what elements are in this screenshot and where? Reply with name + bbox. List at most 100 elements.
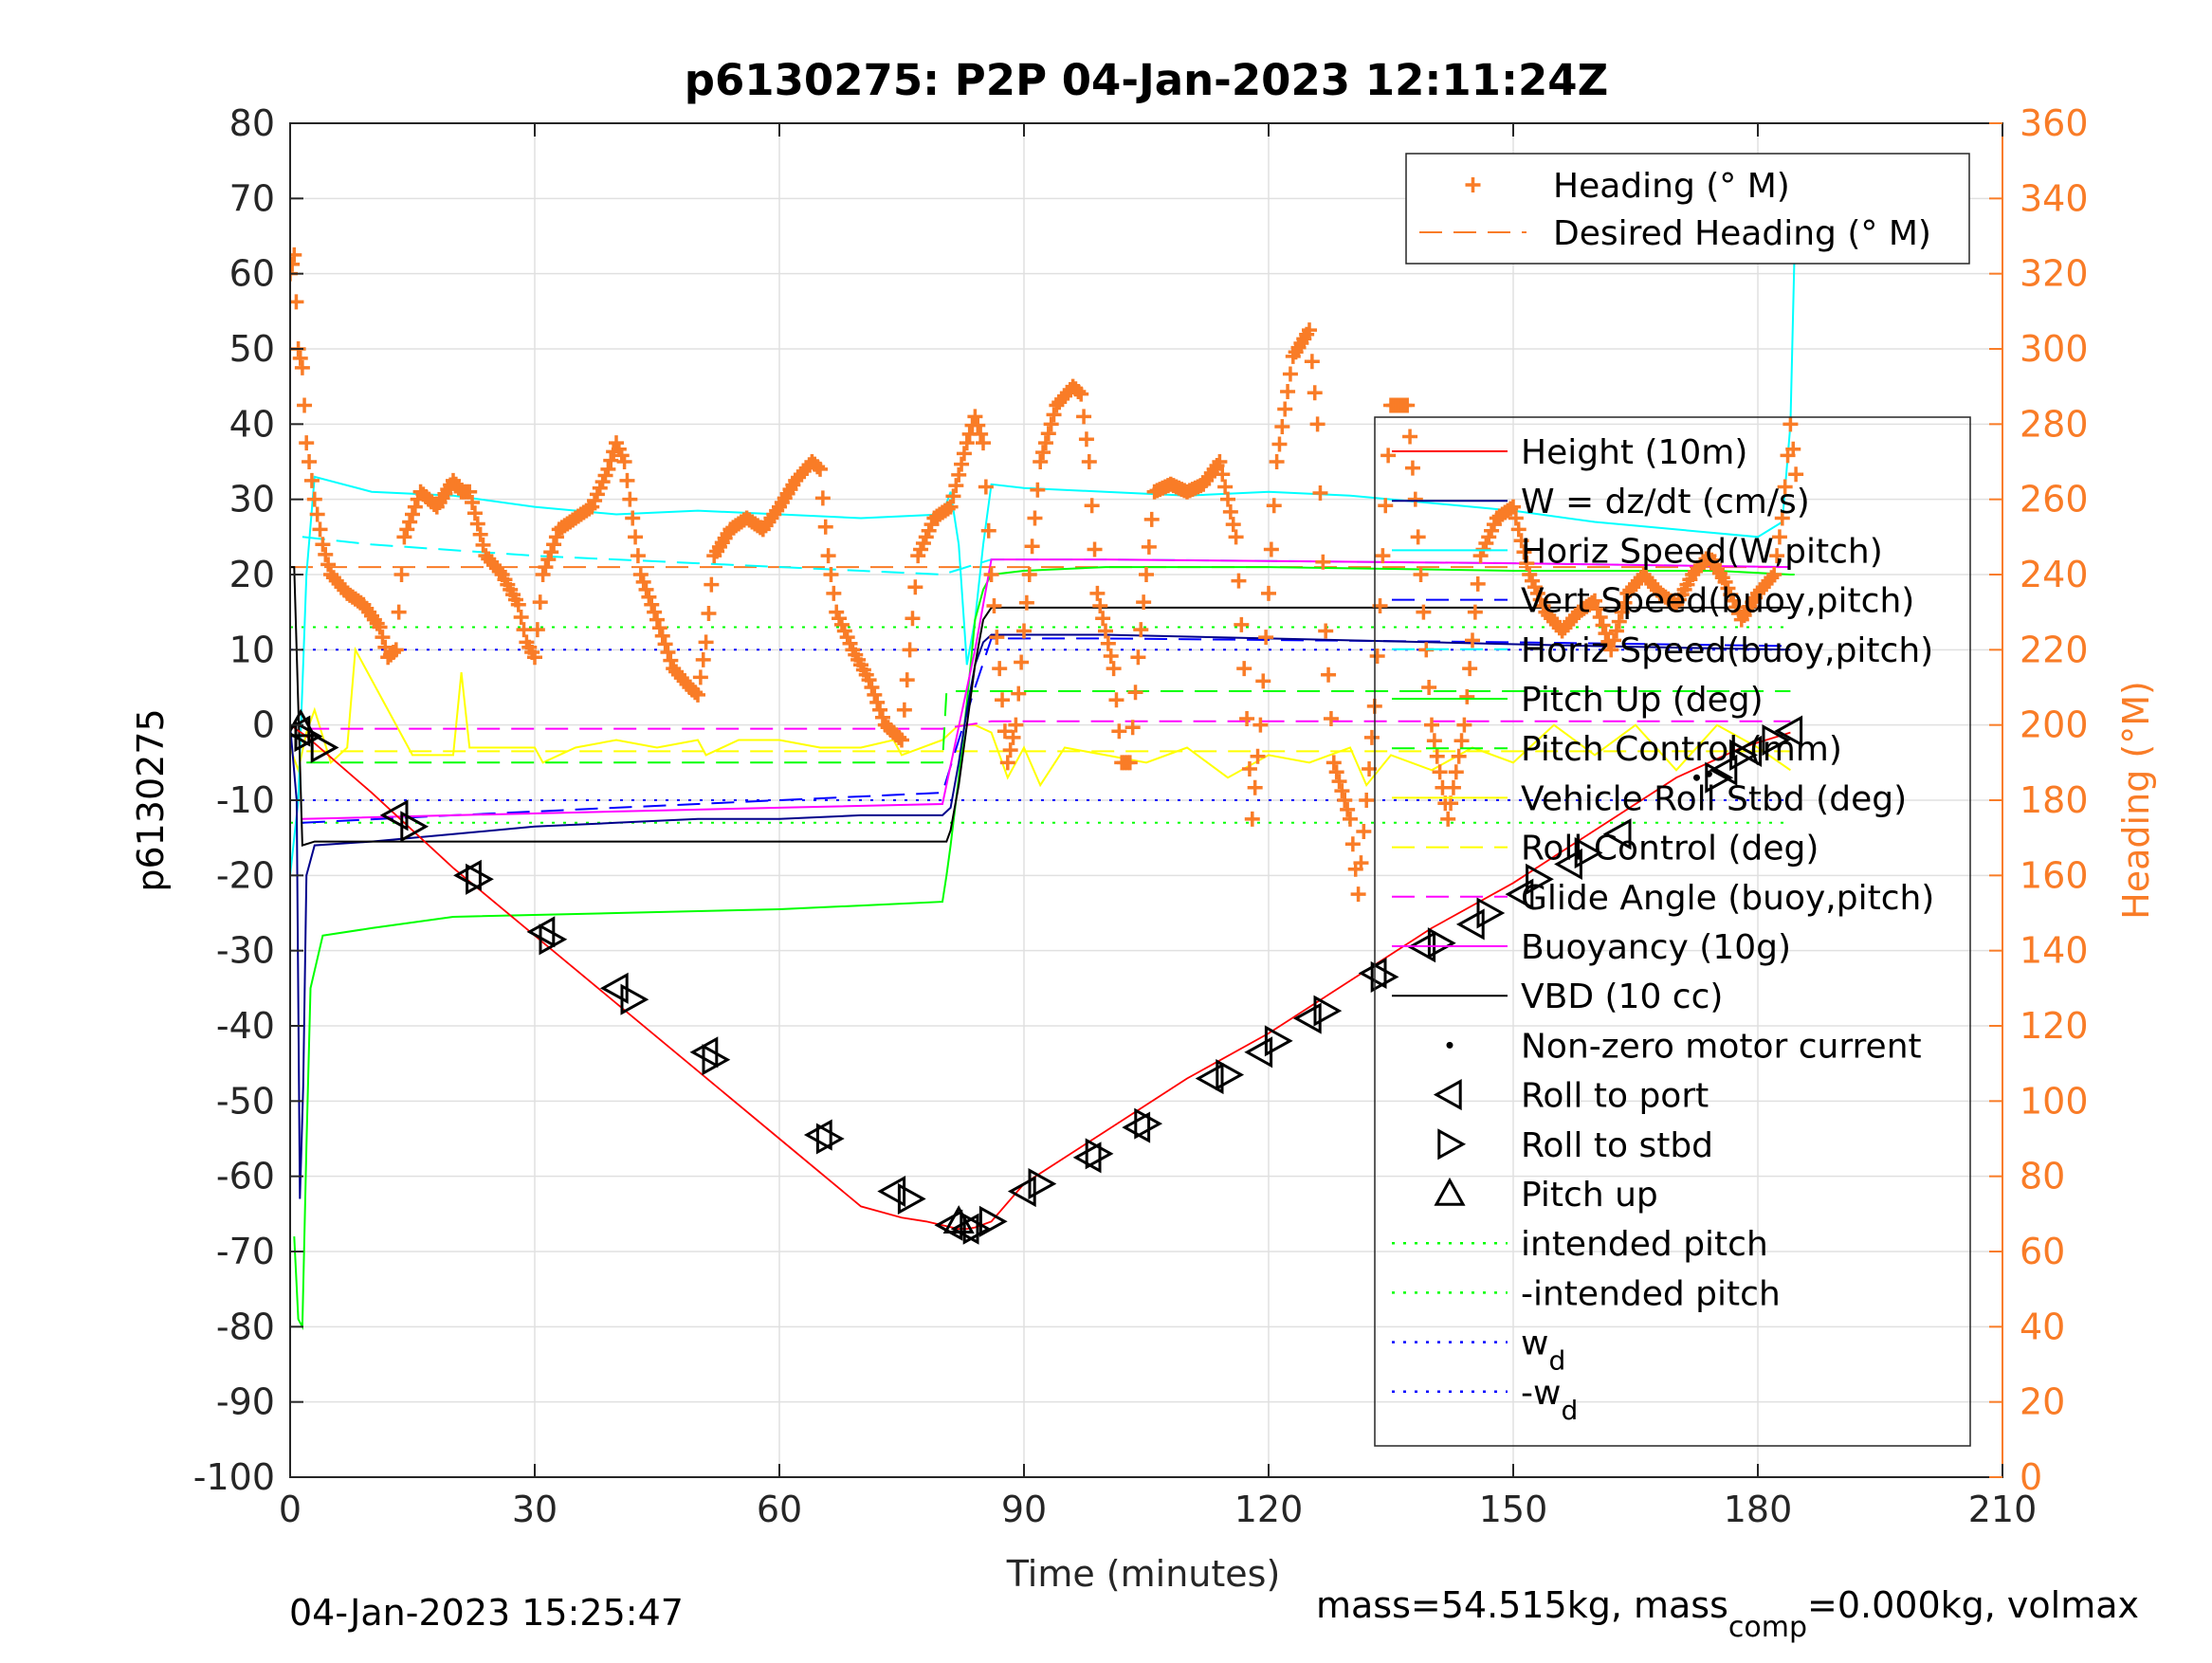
roll-to-stbd-marker	[1762, 723, 1791, 757]
legend-heading-label: Desired Heading (° M)	[1553, 214, 1931, 253]
heading-point	[1111, 723, 1127, 740]
series-buoyancy	[302, 558, 1791, 820]
heading-point	[1280, 383, 1296, 399]
heading-point	[1261, 585, 1276, 601]
y-tick-label-right: 40	[2020, 1306, 2065, 1347]
heading-point	[1081, 454, 1097, 469]
heading-point	[600, 461, 616, 477]
heading-point	[967, 409, 983, 425]
heading-point	[695, 651, 711, 667]
heading-point	[891, 729, 907, 745]
legend-main-label: Non-zero motor current	[1521, 1027, 1922, 1066]
chart-title: p6130275: P2P 04-Jan-2023 12:11:24Z	[685, 55, 1609, 105]
x-tick-label: 120	[1234, 1489, 1304, 1530]
heading-point	[983, 567, 999, 582]
heading-point	[973, 426, 989, 442]
roll-to-stbd-marker	[1134, 1107, 1163, 1140]
roll-to-port-marker	[1292, 1002, 1322, 1034]
heading-point	[1100, 635, 1116, 651]
heading-point	[1766, 567, 1782, 582]
heading-point	[647, 604, 663, 620]
roll-to-port-marker	[1007, 1175, 1036, 1208]
heading-point	[1369, 648, 1385, 664]
heading-point	[1323, 711, 1339, 727]
heading-point	[616, 454, 632, 469]
heading-point	[1225, 517, 1241, 533]
x-tick-label: 0	[279, 1489, 302, 1530]
heading-point	[1337, 793, 1353, 808]
heading-point	[641, 589, 657, 605]
legend-main-entry: VBD (10 cc)	[1392, 978, 1723, 1016]
heading-point	[1043, 416, 1059, 432]
heading-point	[1141, 539, 1157, 555]
y-tick-label-left: -40	[216, 1005, 275, 1047]
heading-point	[1244, 811, 1260, 827]
heading-point	[1018, 594, 1034, 611]
heading-point	[402, 514, 418, 530]
heading-point	[635, 574, 651, 590]
heading-point	[986, 598, 1002, 614]
heading-point	[290, 256, 301, 272]
heading-point	[907, 579, 923, 595]
legend-swatch	[1434, 1177, 1466, 1206]
heading-point	[1788, 466, 1804, 483]
y-tick-label-right: 280	[2020, 403, 2089, 445]
y-tick-label-right: 300	[2020, 328, 2089, 370]
y-tick-label-right: 140	[2020, 930, 2089, 972]
legend-main-entry: Horiz Speed(buoy,pitch)	[1392, 631, 1933, 670]
y-tick-label-left: 0	[252, 704, 275, 746]
heading-point	[1506, 499, 1521, 515]
heading-point	[630, 548, 646, 564]
y-tick-label-right: 200	[2020, 704, 2089, 746]
legend-swatch	[1446, 1041, 1453, 1049]
heading-point	[625, 510, 641, 526]
heading-point	[1027, 510, 1043, 526]
legend-main-entry: Buoyancy (10g)	[1392, 928, 1791, 967]
y-tick-label-right: 100	[2020, 1080, 2089, 1122]
heading-point	[1595, 617, 1611, 633]
y-tick-label-left: 70	[229, 177, 275, 219]
heading-point	[999, 755, 1015, 771]
legend-main-entry: Roll Control (deg)	[1392, 830, 1819, 868]
heading-point	[1078, 431, 1094, 448]
series-vert-buoy	[302, 637, 1791, 824]
heading-point	[543, 544, 559, 560]
heading-point	[540, 552, 557, 568]
legend-main-label: W = dz/dt (cm/s)	[1521, 483, 1810, 521]
heading-point	[698, 634, 714, 650]
y-tick-label-left: -50	[216, 1080, 275, 1122]
heading-point	[1350, 886, 1366, 903]
legend-main-entry: Vehicle Roll Stbd (deg)	[1392, 779, 1907, 818]
y-tick-label-left: -70	[216, 1231, 275, 1272]
y-tick-label-left: 20	[229, 554, 275, 595]
roll-to-stbd-marker	[1526, 863, 1554, 895]
heading-point	[632, 567, 649, 582]
heading-point	[1143, 511, 1160, 527]
legend-main-label: Roll Control (deg)	[1521, 830, 1819, 868]
heading-point	[817, 519, 833, 535]
heading-point	[1589, 601, 1605, 617]
heading-point	[899, 672, 915, 688]
heading-point	[318, 546, 334, 562]
heading-point	[942, 499, 959, 515]
roll-to-stbd-marker	[400, 811, 430, 843]
heading-point	[290, 247, 302, 263]
heading-point	[894, 732, 909, 748]
heading-point	[1258, 630, 1274, 646]
y-tick-label-right: 240	[2020, 554, 2089, 595]
legend-main-label-text: W = dz/dt (cm/s)	[1521, 483, 1810, 521]
heading-point	[692, 669, 708, 685]
heading-point	[1073, 386, 1089, 402]
legend-main-entry: Roll to stbd	[1437, 1126, 1713, 1165]
legend-main-label: -intended pitch	[1521, 1274, 1781, 1313]
heading-point	[1513, 533, 1529, 549]
y-axis-label-right: Heading (°M)	[2115, 681, 2157, 920]
y-tick-label-right: 20	[2020, 1381, 2065, 1423]
footer-mass-sub: comp	[1728, 1611, 1807, 1644]
y-tick-label-left: -100	[193, 1456, 275, 1498]
y-tick-label-left: -10	[216, 779, 275, 821]
heading-point	[951, 466, 967, 483]
heading-point	[603, 452, 619, 468]
heading-point	[1378, 498, 1394, 514]
